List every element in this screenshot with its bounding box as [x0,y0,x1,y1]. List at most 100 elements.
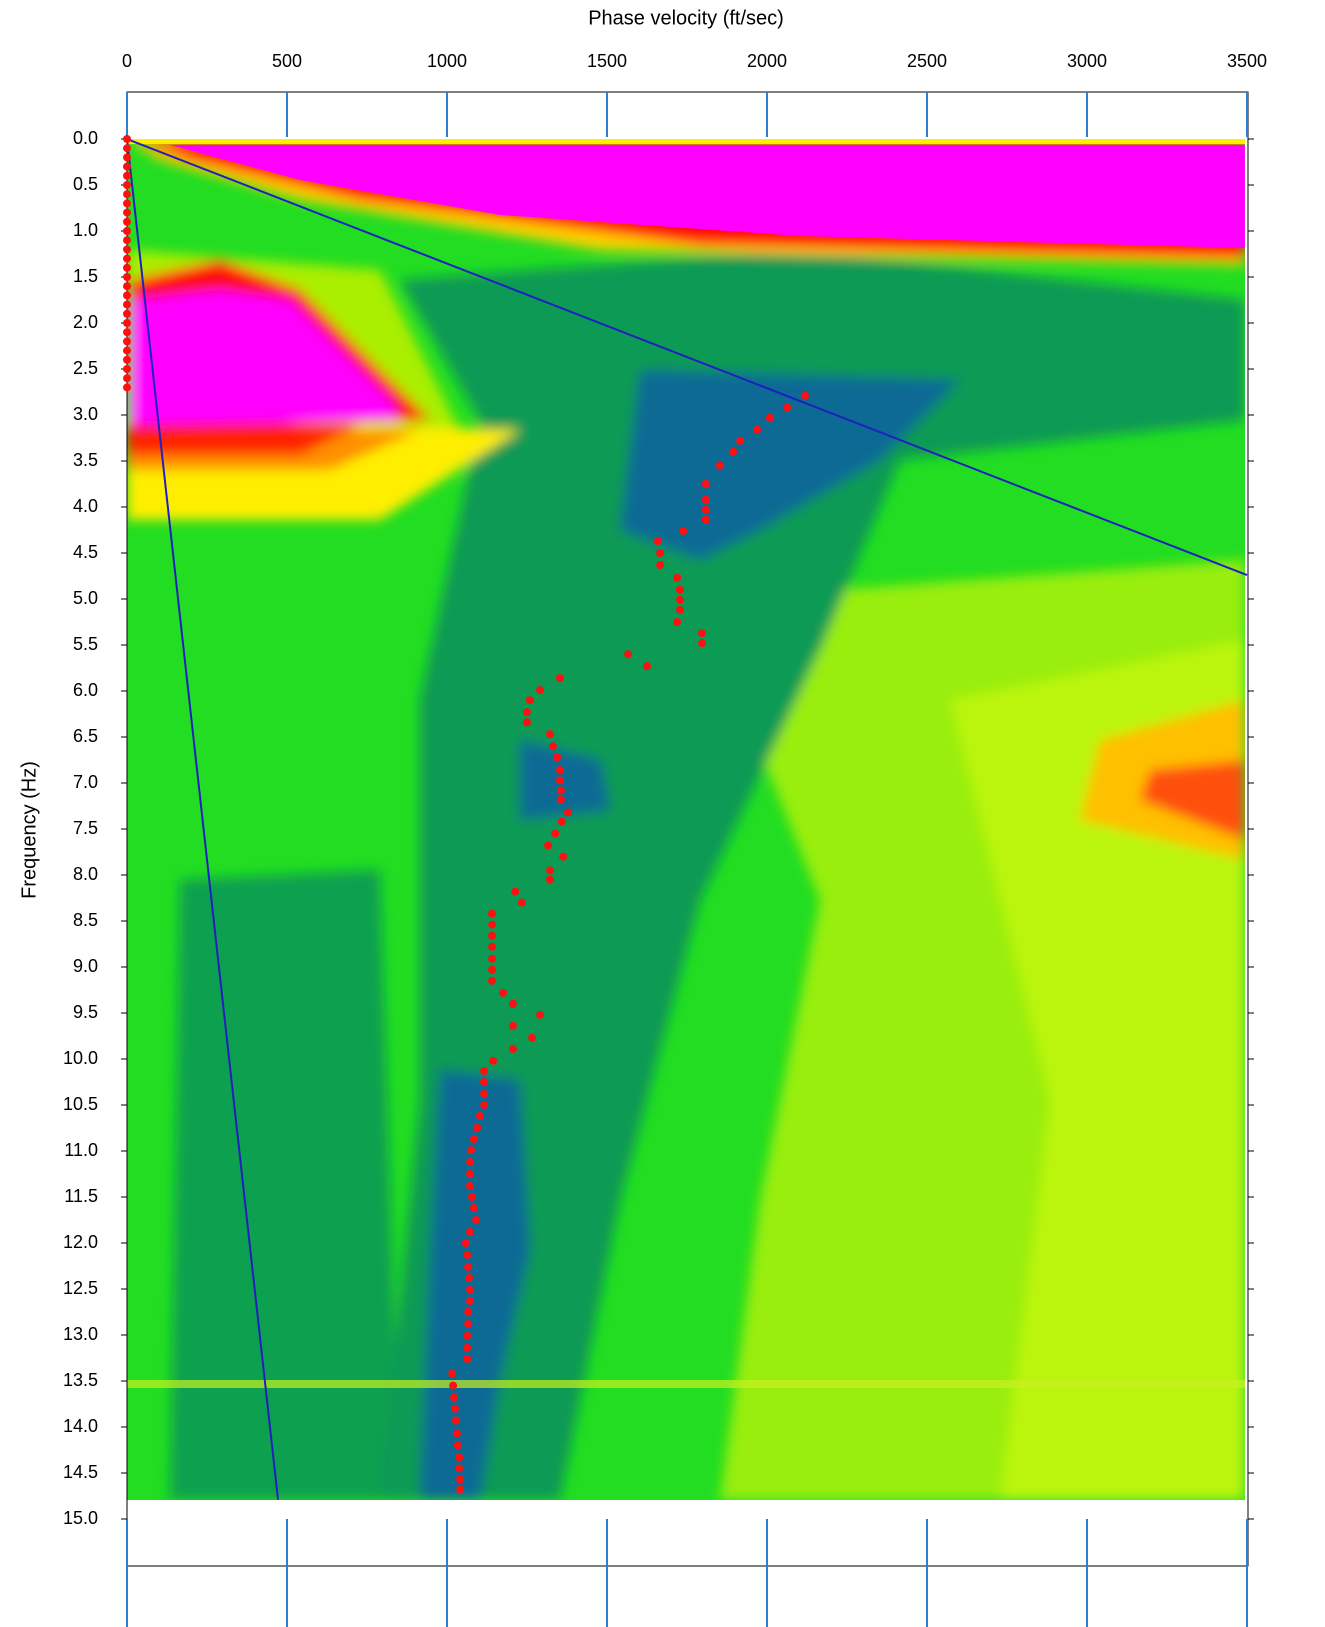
pick-point [480,1101,489,1109]
y-tick-label: 3.0 [73,404,98,424]
pick-point [698,629,707,638]
pick-point [736,436,745,445]
pick-point [475,1112,484,1121]
pick-point [546,730,555,739]
pick-point [653,537,662,546]
pick-point [123,300,131,309]
pick-point [480,1089,489,1098]
pick-point [123,291,131,300]
pick-point [546,875,555,884]
pick-point [701,495,710,504]
pick-point [715,461,724,470]
pick-point [123,337,131,346]
pick-point [701,480,710,488]
pick-point [701,515,710,524]
y-axis-title: Frequency (Hz) [18,761,40,899]
pick-point [463,1354,472,1363]
pick-point [488,976,497,985]
pick-point [123,181,131,189]
pick-point [455,1464,464,1473]
pick-point [123,355,131,364]
pick-point [464,1308,473,1316]
y-tick-label: 11.5 [64,1186,98,1206]
pick-point [123,217,131,226]
pick-point [480,1078,489,1086]
pick-point [480,1066,489,1075]
pick-point [467,1193,476,1201]
pick-point [555,766,564,775]
pick-point [488,954,497,963]
y-tick-label: 9.5 [73,1002,98,1022]
y-tick-label: 2.5 [73,358,98,378]
pick-point [525,696,534,705]
pick-point [123,346,131,355]
y-tick-label: 6.0 [73,680,98,700]
y-tick-label: 0.0 [73,128,98,148]
pick-point [729,447,738,456]
y-tick-label: 13.0 [63,1324,98,1344]
y-tick-label: 11.0 [64,1140,98,1160]
pick-point [450,1393,459,1402]
pick-point [466,1181,475,1190]
pick-point [511,887,520,896]
pick-point [488,942,497,951]
pick-point [461,1239,470,1247]
pick-point [123,374,131,383]
pick-point [698,639,707,648]
pick-point [123,236,131,245]
y-tick-label: 13.5 [63,1370,98,1390]
pick-point [456,1475,465,1484]
pick-point [765,413,774,422]
pick-point [123,208,131,217]
pick-point [449,1381,458,1390]
pick-point [488,909,497,918]
pick-point [556,795,565,804]
pick-point [463,1331,472,1340]
pick-point [123,227,131,235]
y-tick-label: 14.5 [63,1462,98,1482]
pick-point [123,144,131,153]
pick-point [467,1146,475,1155]
pick-point [123,273,131,281]
pick-point [556,786,565,795]
pick-point [466,1158,475,1167]
y-tick-label: 3.5 [73,450,98,470]
y-tick-label: 8.0 [73,864,98,884]
pick-point [488,965,497,974]
pick-point [783,403,792,412]
y-tick-label: 5.0 [73,588,98,608]
pick-point [656,560,665,569]
pick-point [123,282,131,291]
y-tick-label: 10.5 [63,1094,98,1114]
pick-point [123,199,131,208]
pick-point [465,1273,474,1282]
y-tick-label: 10.0 [63,1048,98,1068]
pick-point [517,898,526,907]
y-tick-label: 14.0 [63,1416,98,1436]
pick-point [508,1044,517,1053]
pick-point [675,585,684,594]
x-tick-label: 3500 [1227,51,1267,71]
pick-point [466,1285,475,1294]
pick-point [553,753,562,762]
pick-point [472,1216,481,1224]
pick-point [753,425,762,434]
pick-point [452,1429,461,1438]
pick-point [675,595,684,604]
y-tick-label: 4.0 [73,496,98,516]
x-tick-label: 3000 [1067,51,1107,71]
pick-point [451,1416,460,1425]
pick-point [548,742,557,751]
pick-point [508,1021,517,1030]
pick-point [466,1170,475,1178]
pick-point [528,1033,537,1042]
pick-point [555,776,564,785]
pick-point [801,391,810,400]
pick-point [466,1227,475,1236]
y-tick-label: 1.0 [73,220,98,240]
pick-point [463,1343,472,1352]
pick-point [455,1453,464,1462]
velocity-line [126,138,280,1500]
pick-point [123,254,131,263]
